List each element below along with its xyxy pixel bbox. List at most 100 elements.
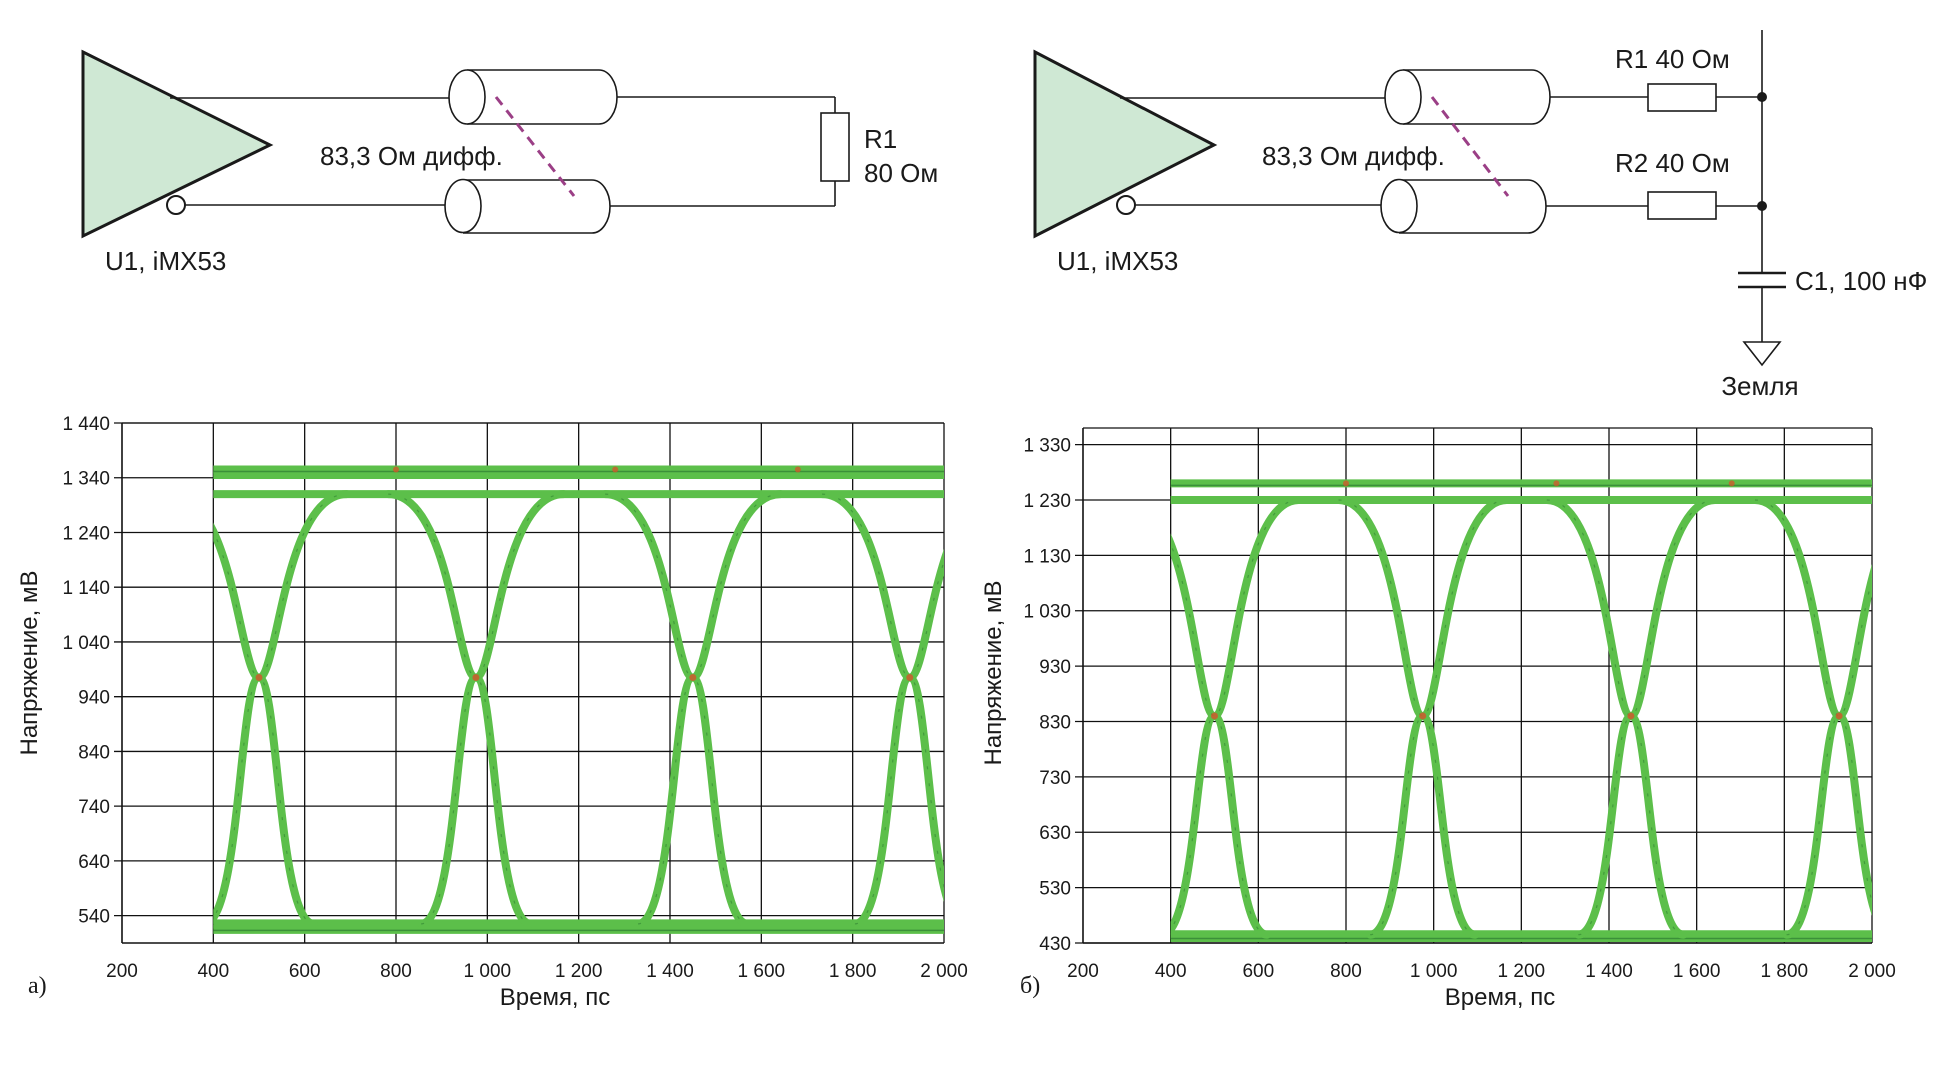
resistor-r1-label-b: R1 40 Ом — [1615, 44, 1730, 74]
falling-edge-detail-a — [213, 530, 314, 925]
driver-label-a: U1, iMX53 — [105, 246, 226, 276]
y-tick-label-b: 830 — [1039, 712, 1071, 733]
x-tick-label-b: 1 400 — [1585, 961, 1633, 982]
crossing-hotspot-b — [1211, 712, 1218, 720]
rail-hotspot-a — [612, 466, 619, 473]
y-tick-label-a: 1 340 — [62, 469, 110, 490]
crossing-hotspot-a — [689, 674, 697, 682]
rising-edge-b — [1366, 495, 1511, 939]
x-tick-label-a: 1 200 — [555, 961, 603, 982]
inverting-output-bubble-a — [166, 195, 186, 215]
schematic-b — [1033, 30, 1786, 367]
y-tick-label-a: 740 — [78, 797, 110, 818]
capacitor-label-b: C1, 100 нФ — [1795, 266, 1927, 296]
resistor-name-a: R1 — [864, 124, 897, 154]
falling-edge-b — [1542, 495, 1688, 939]
x-tick-label-b: 600 — [1242, 961, 1274, 982]
y-tick-label-a: 840 — [78, 742, 110, 763]
crossing-hotspot-b — [1835, 712, 1843, 720]
x-axis-label-a: Время, пс — [500, 984, 611, 1011]
x-tick-label-a: 800 — [380, 961, 412, 982]
rail-hotspot-a — [393, 466, 399, 473]
falling-edge-b — [1170, 533, 1272, 939]
rail-hotspot-a — [794, 466, 801, 473]
x-tick-label-b: 1 200 — [1498, 961, 1546, 982]
resistor-r2-label-b: R2 40 Ом — [1615, 148, 1730, 178]
x-tick-label-a: 400 — [197, 961, 229, 982]
crossing-hotspot-a — [255, 674, 263, 682]
y-axis-label-a: Напряжение, мВ — [16, 570, 43, 755]
y-tick-label-a: 1 140 — [62, 578, 110, 599]
resistor-r1-a — [820, 112, 850, 182]
y-tick-labels-b: 430 530 630 730 830 930 1 030 1 130 1 230 1 330 — [1023, 436, 1071, 955]
transmission-line-bottom-a — [444, 178, 611, 234]
resistor-value-a: 80 Ом — [864, 158, 938, 188]
inverting-output-bubble-b — [1116, 195, 1136, 215]
crossing-hotspot-b — [1627, 712, 1635, 720]
grid-a — [114, 422, 945, 944]
y-tick-label-a: 940 — [78, 688, 110, 709]
falling-edge-detail-b — [1754, 499, 1872, 905]
falling-edge-b — [1334, 495, 1480, 939]
x-tick-label-a: 1 800 — [829, 961, 877, 982]
x-tick-label-b: 400 — [1155, 961, 1187, 982]
eye-diagram-a: 540 640 740 840 940 1 040 1 140 1 240 1 340 1 440… — [16, 414, 968, 1011]
y-tick-label-a: 540 — [78, 907, 110, 928]
y-tick-label-b: 430 — [1039, 934, 1071, 955]
y-tick-label-b: 930 — [1039, 657, 1071, 678]
rising-edge-detail-b — [1578, 499, 1716, 936]
schematic-a — [81, 49, 850, 239]
y-axis-label-b: Напряжение, мВ — [980, 580, 1007, 765]
falling-edge-detail-a — [822, 493, 945, 890]
x-tick-label-a: 1 000 — [464, 961, 512, 982]
rising-edge-detail-b — [1369, 499, 1507, 936]
y-tick-label-b: 1 230 — [1023, 491, 1071, 512]
resistor-r2-b — [1647, 191, 1717, 220]
capacitor-c1-b — [1738, 271, 1786, 289]
y-tick-label-b: 1 130 — [1023, 546, 1071, 567]
rising-edge-detail-b — [1786, 577, 1872, 936]
x-tick-label-b: 1 000 — [1410, 961, 1458, 982]
panel-label-b: б) — [1020, 973, 1040, 999]
x-tick-label-b: 1 600 — [1673, 961, 1721, 982]
x-tick-label-a: 600 — [289, 961, 321, 982]
differential-coupling-dash-b — [1430, 96, 1510, 197]
falling-edge-b — [1750, 495, 1872, 916]
transmission-line-top-a — [448, 69, 618, 125]
transmission-line-top-b — [1384, 69, 1551, 125]
x-tick-label-a: 1 600 — [738, 961, 786, 982]
crossing-hotspot-a — [472, 674, 480, 682]
y-tick-label-b: 530 — [1039, 879, 1071, 900]
falling-edge-detail-b — [1338, 499, 1476, 936]
x-tick-label-b: 2 000 — [1848, 961, 1896, 982]
y-tick-label-a: 1 040 — [62, 633, 110, 654]
y-tick-labels-a: 540 640 740 840 940 1 040 1 140 1 240 1 340 1 440 — [62, 414, 110, 928]
rising-edge-b — [1782, 564, 1872, 939]
differential-coupling-dash-a — [494, 96, 576, 197]
line-impedance-label-b: 83,3 Ом дифф. — [1262, 141, 1445, 171]
grid-b — [1075, 427, 1873, 944]
driver-label-b: U1, iMX53 — [1057, 246, 1178, 276]
y-tick-label-b: 730 — [1039, 768, 1071, 789]
x-tick-label-a: 2 000 — [920, 961, 968, 982]
x-tick-label-b: 200 — [1067, 961, 1099, 982]
rising-edge-b — [1574, 495, 1720, 939]
line-impedance-label-a: 83,3 Ом дифф. — [320, 141, 503, 171]
eye-traces-b — [1170, 479, 1872, 942]
crossing-hotspot-b — [1419, 712, 1427, 720]
rail-hotspot-b — [1728, 480, 1735, 487]
y-tick-label-a: 1 440 — [62, 414, 110, 435]
ground-label-b: Земля — [1721, 371, 1798, 401]
crossing-hotspot-a — [906, 674, 914, 682]
panel-label-a: а) — [28, 973, 47, 999]
eye-traces-a — [213, 465, 945, 934]
x-tick-label-a: 200 — [106, 961, 138, 982]
x-tick-label-a: 1 400 — [646, 961, 694, 982]
falling-edge-detail-b — [1546, 499, 1684, 936]
x-tick-label-b: 800 — [1330, 961, 1362, 982]
y-tick-label-b: 630 — [1039, 823, 1071, 844]
x-tick-label-b: 1 800 — [1761, 961, 1809, 982]
resistor-r1-b — [1647, 83, 1717, 112]
ground-symbol-b — [1742, 341, 1782, 367]
